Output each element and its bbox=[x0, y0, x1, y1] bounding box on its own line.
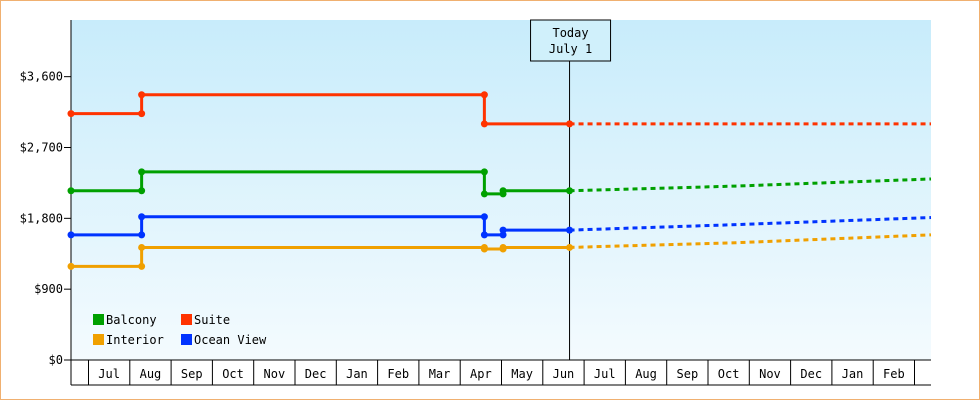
data-point-interior bbox=[138, 243, 146, 251]
data-point-interior bbox=[67, 262, 75, 270]
legend-swatch-balcony bbox=[93, 314, 104, 325]
data-point-ocean-view bbox=[480, 231, 488, 239]
x-tick-label: May bbox=[511, 367, 533, 381]
data-point-suite bbox=[566, 120, 574, 128]
y-tick-label: $1,800 bbox=[20, 211, 63, 225]
data-point-ocean-view bbox=[138, 231, 146, 239]
legend-label-suite: Suite bbox=[194, 313, 230, 327]
data-point-ocean-view bbox=[138, 213, 146, 221]
x-tick-label: Feb bbox=[387, 367, 409, 381]
y-tick-label: $900 bbox=[34, 282, 63, 296]
data-point-ocean-view bbox=[566, 226, 574, 234]
x-tick-label: Oct bbox=[718, 367, 740, 381]
today-label-text: July 1 bbox=[549, 42, 592, 56]
legend-swatch-suite bbox=[181, 314, 192, 325]
x-tick-label: Mar bbox=[429, 367, 451, 381]
data-point-balcony bbox=[499, 187, 507, 195]
x-tick-label: Jan bbox=[842, 367, 864, 381]
data-point-balcony bbox=[67, 187, 75, 195]
data-point-balcony bbox=[566, 187, 574, 195]
data-point-balcony bbox=[480, 168, 488, 176]
data-point-suite bbox=[480, 120, 488, 128]
legend-swatch-ocean-view bbox=[181, 334, 192, 345]
series-forecast-interior bbox=[569, 233, 932, 249]
x-tick-label: Nov bbox=[759, 367, 781, 381]
legend-label-ocean-view: Ocean View bbox=[194, 333, 267, 347]
y-tick-label: $3,600 bbox=[20, 70, 63, 84]
data-point-balcony bbox=[480, 190, 488, 198]
x-tick-label: Jun bbox=[553, 367, 575, 381]
x-tick-label: Dec bbox=[305, 367, 327, 381]
series-line-suite bbox=[71, 93, 570, 126]
data-point-ocean-view bbox=[67, 231, 75, 239]
data-point-interior bbox=[499, 243, 507, 251]
x-tick-label: Aug bbox=[635, 367, 657, 381]
x-tick-label: Oct bbox=[222, 367, 244, 381]
series-forecast-ocean-view bbox=[569, 216, 932, 232]
x-tick-label: Feb bbox=[883, 367, 905, 381]
legend: Balcony Suite Interior Ocean View bbox=[93, 313, 267, 347]
y-axis: $0 $900 $1,800 $2,700 $3,600 bbox=[20, 20, 72, 385]
x-tick-label: Jul bbox=[98, 367, 120, 381]
legend-swatch-interior bbox=[93, 334, 104, 345]
x-tick-label: Jul bbox=[594, 367, 616, 381]
x-tick-label: Dec bbox=[800, 367, 822, 381]
y-tick-label: $2,700 bbox=[20, 141, 63, 155]
series-layer bbox=[67, 91, 932, 270]
data-point-interior bbox=[480, 245, 488, 253]
data-point-suite bbox=[138, 91, 146, 99]
x-tick-label: Nov bbox=[264, 367, 286, 381]
today-label-text: Today bbox=[552, 26, 588, 40]
x-tick-label: Sep bbox=[181, 367, 203, 381]
x-tick-label: Apr bbox=[470, 367, 492, 381]
x-tick-label: Aug bbox=[140, 367, 162, 381]
today-marker: Today July 1 bbox=[530, 19, 612, 360]
data-point-suite bbox=[67, 110, 75, 118]
data-point-balcony bbox=[138, 187, 146, 195]
x-axis: Jul Aug Sep Oct Nov Dec Jan Feb Mar Apr May Jun Jul A… bbox=[71, 359, 931, 386]
data-point-suite bbox=[480, 91, 488, 99]
data-point-interior bbox=[566, 243, 574, 251]
series-forecast-balcony bbox=[569, 177, 932, 193]
data-point-ocean-view bbox=[480, 213, 488, 221]
data-point-ocean-view bbox=[499, 226, 507, 234]
legend-label-interior: Interior bbox=[106, 333, 164, 347]
x-tick-label: Sep bbox=[677, 367, 699, 381]
data-point-suite bbox=[138, 110, 146, 118]
y-tick-label: $0 bbox=[49, 353, 63, 367]
x-tick-label: Jan bbox=[346, 367, 368, 381]
data-point-balcony bbox=[138, 168, 146, 176]
legend-label-balcony: Balcony bbox=[106, 313, 157, 327]
data-point-interior bbox=[138, 262, 146, 270]
today-label-box bbox=[530, 19, 612, 62]
